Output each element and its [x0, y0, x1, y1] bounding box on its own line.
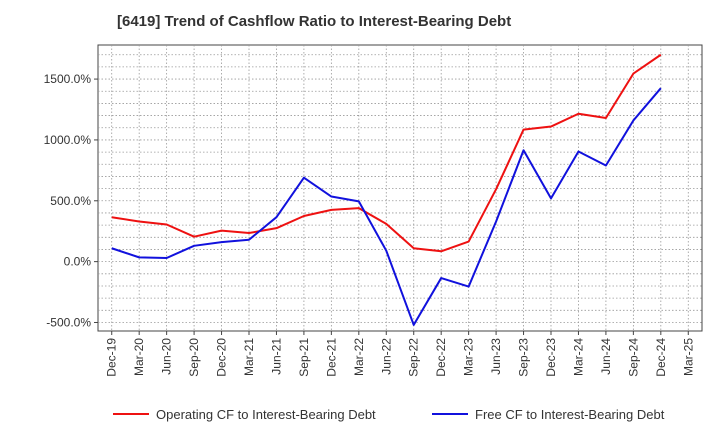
- x-tick-label: Dec-20: [215, 338, 229, 377]
- y-tick-label: 0.0%: [64, 255, 92, 269]
- series-line-operating-cf: [111, 53, 662, 253]
- x-tick-label: Dec-22: [434, 338, 448, 377]
- x-tick-label: Mar-25: [681, 338, 695, 376]
- x-tick-label: Mar-23: [462, 338, 476, 376]
- x-tick-label: Mar-21: [242, 338, 256, 376]
- plot-area: [97, 44, 703, 332]
- x-tick-label: Jun-23: [489, 338, 503, 375]
- x-tick-label: Jun-24: [599, 338, 613, 375]
- x-tick-label: Sep-22: [407, 338, 421, 377]
- y-tick-label: 1000.0%: [44, 133, 92, 147]
- x-tick-label: Sep-23: [517, 338, 531, 377]
- y-tick-label: 500.0%: [50, 194, 91, 208]
- x-tick-label: Jun-20: [160, 338, 174, 375]
- legend-entry: Free CF to Interest-Bearing Debt: [475, 407, 665, 422]
- x-tick-label: Dec-19: [105, 338, 119, 377]
- x-tick-label: Sep-24: [626, 338, 640, 377]
- series-line-free-cf: [111, 87, 662, 326]
- x-tick-label: Mar-24: [571, 338, 585, 376]
- y-tick-label: 1500.0%: [44, 72, 92, 86]
- y-tick-label: -500.0%: [46, 315, 91, 329]
- x-tick-label: Sep-20: [187, 338, 201, 377]
- legend-entry: Operating CF to Interest-Bearing Debt: [156, 407, 376, 422]
- x-tick-label: Dec-24: [654, 338, 668, 377]
- x-tick-label: Jun-21: [269, 338, 283, 375]
- x-tick-label: Dec-23: [544, 338, 558, 377]
- x-tick-label: Dec-21: [324, 338, 338, 377]
- x-tick-label: Sep-21: [297, 338, 311, 377]
- chart-title: [6419] Trend of Cashflow Ratio to Intere…: [117, 13, 512, 30]
- x-tick-label: Mar-20: [132, 338, 146, 376]
- x-tick-label: Jun-22: [379, 338, 393, 375]
- x-tick-label: Mar-22: [352, 338, 366, 376]
